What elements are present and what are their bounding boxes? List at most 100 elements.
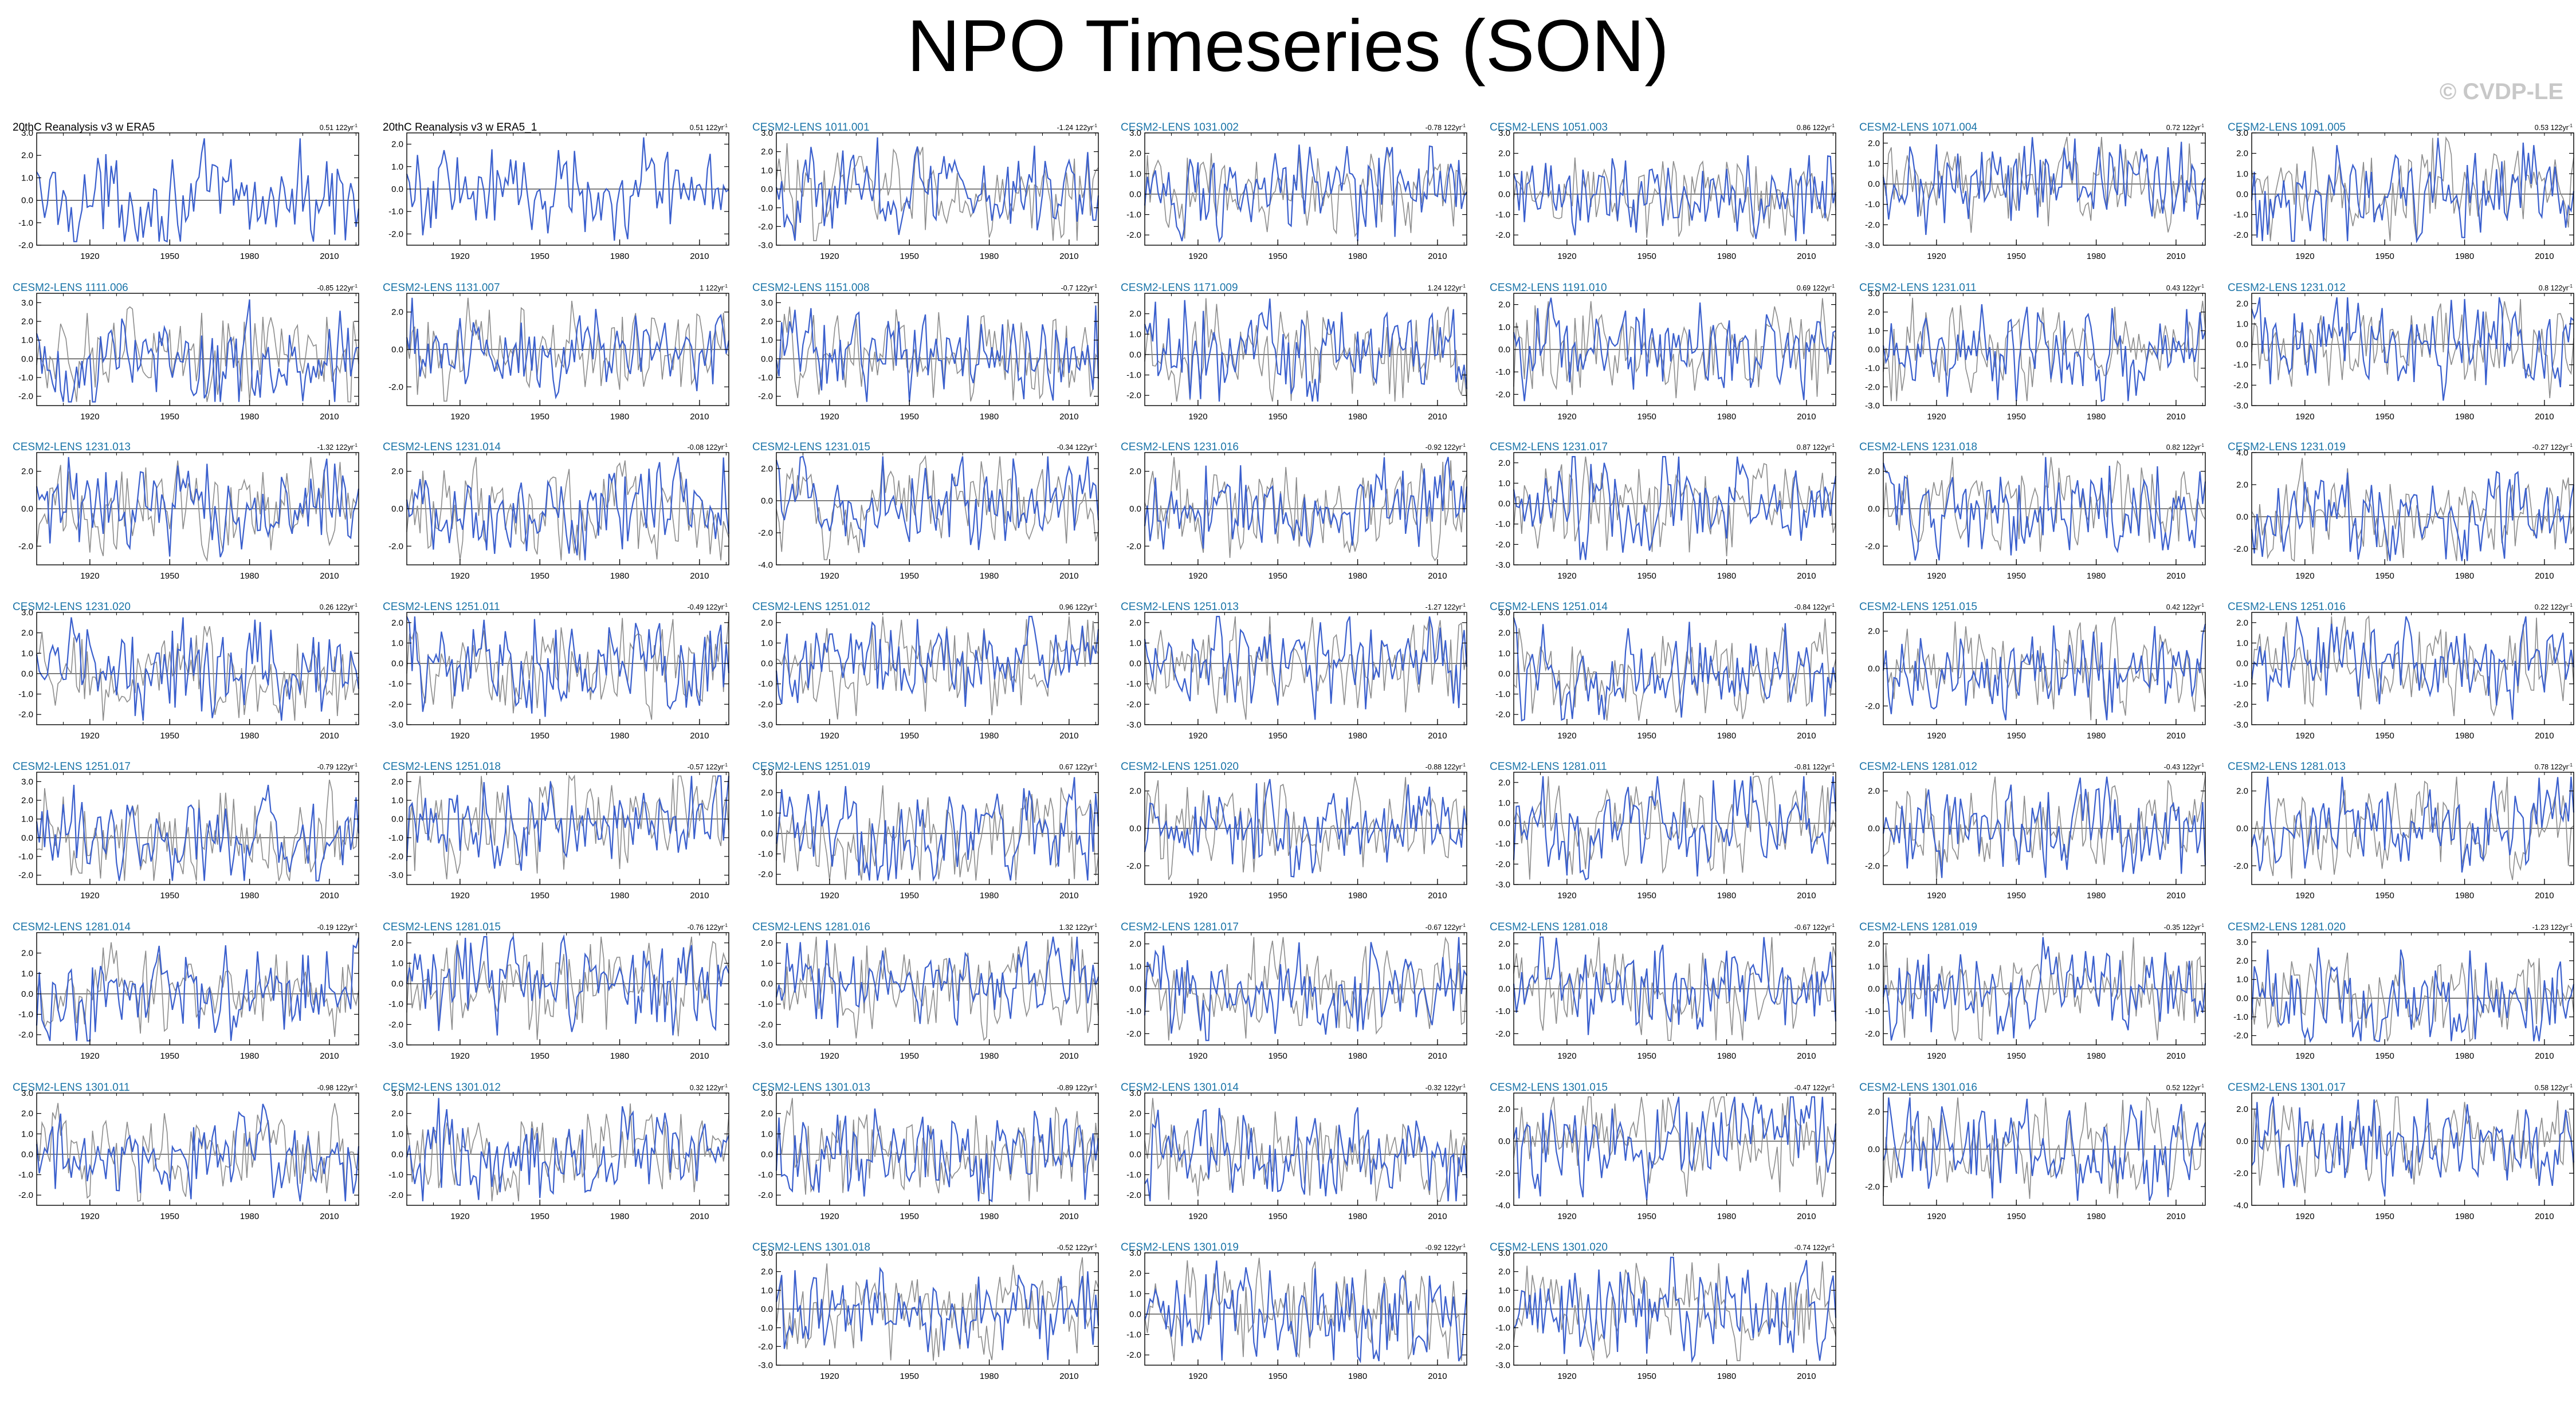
x-tick-label: 1920	[2295, 1051, 2314, 1061]
y-tick-label: -2.0	[2233, 1031, 2248, 1041]
panel-svg: CESM2-LENS 1151.008 -0.7 122yr-1 3.0 2.0 1.0…	[752, 282, 1099, 422]
x-tick-label: 1920	[1188, 1371, 1207, 1381]
y-tick-label: -3.0	[388, 1040, 403, 1050]
chart-panel: 20thC Reanalysis v3 w ERA5 0.51 122yr-1 3.…	[8, 119, 363, 275]
y-tick-label: 0.0	[761, 496, 773, 506]
x-tick-label: 1920	[450, 1051, 469, 1061]
chart-panel: CESM2-LENS 1281.019 -0.35 122yr-1 2.0 1.0 0.…	[1855, 919, 2210, 1075]
chart-panel: CESM2-LENS 1281.011 -0.81 122yr-1 2.0 1.0 0.…	[1485, 758, 1840, 914]
panel-title: CESM2-LENS 1251.019	[752, 761, 870, 773]
y-tick-label: -1.0	[1126, 1330, 1141, 1340]
x-tick-label: 1980	[980, 731, 999, 741]
member-series-line	[36, 937, 360, 1041]
panel-svg: CESM2-LENS 1091.005 0.53 122yr-1 3.0 2.0 1.0…	[2228, 121, 2575, 261]
panel-svg: CESM2-LENS 1301.018 -0.52 122yr-1 3.0 2.0 1.…	[752, 1241, 1099, 1381]
trend-label: -1.24 122yr-1	[1057, 123, 1098, 132]
x-tick-label: 1950	[531, 571, 549, 581]
obs-series-line	[1144, 936, 1467, 1041]
y-tick-label: -1.0	[1495, 210, 1510, 220]
x-tick-label: 1980	[610, 412, 629, 422]
trend-exponent: -1	[1093, 603, 1098, 608]
y-tick-label: 1.0	[21, 336, 33, 345]
y-tick-label: 0.0	[761, 829, 773, 839]
trend-label: -0.85 122yr-1	[317, 284, 358, 292]
chart-panel: CESM2-LENS 1171.009 1.24 122yr-1 2.0 1.0 0.0…	[1116, 280, 1471, 435]
panel-title: CESM2-LENS 1281.015	[383, 921, 501, 933]
plot-frame	[776, 772, 1099, 885]
member-series-line	[36, 617, 360, 721]
x-tick-label: 1920	[450, 731, 469, 741]
panel-svg: CESM2-LENS 1281.017 -0.67 122yr-1 2.0 1.0 0.…	[1121, 921, 1467, 1061]
y-tick-label: 1.0	[761, 166, 773, 175]
panel-title: CESM2-LENS 1301.019	[1121, 1241, 1239, 1253]
panel-title: CESM2-LENS 1251.016	[2228, 601, 2346, 613]
plot-frame	[2251, 452, 2574, 565]
y-tick-label: 2.0	[1129, 787, 1141, 796]
trend-label: 0.22 122yr-1	[2535, 603, 2573, 611]
y-tick-label: -2.0	[2233, 380, 2248, 390]
y-tick-label: 1.0	[1498, 478, 1510, 488]
panel-title: CESM2-LENS 1301.018	[752, 1241, 870, 1253]
y-tick-label: 0.0	[21, 354, 33, 364]
y-tick-label: 0.0	[391, 345, 403, 355]
y-tick-label: -4.0	[1495, 1201, 1510, 1210]
panel-title: CESM2-LENS 1011.001	[752, 121, 870, 133]
y-tick-label: 1.0	[2236, 638, 2248, 648]
x-tick-label: 1950	[2007, 1051, 2026, 1061]
y-tick-label: 3.0	[2236, 128, 2248, 138]
panel-svg: CESM2-LENS 1281.018 -0.67 122yr-1 2.0 1.0 0.…	[1490, 921, 1837, 1061]
y-tick-label: -2.0	[1126, 1029, 1141, 1039]
x-tick-label: 2010	[1059, 412, 1078, 422]
panel-svg: CESM2-LENS 1301.016 0.52 122yr-1 2.0 0.0 -2.…	[1859, 1082, 2206, 1221]
trend-label: -0.78 122yr-1	[1426, 123, 1466, 132]
panel-title: CESM2-LENS 1111.006	[13, 282, 128, 294]
panel-svg: CESM2-LENS 1281.020 -1.23 122yr-1 3.0 2.0 1.…	[2228, 921, 2575, 1061]
trend-label: 0.72 122yr-1	[2166, 123, 2205, 132]
x-tick-label: 1920	[450, 412, 469, 422]
x-tick-label: 2010	[1428, 891, 1447, 901]
plot-frame	[406, 612, 729, 725]
y-tick-label: 2.0	[1129, 940, 1141, 949]
y-tick-label: 0.0	[761, 184, 773, 194]
x-tick-label: 1950	[2375, 1051, 2394, 1061]
x-tick-label: 1980	[2455, 1051, 2474, 1061]
panel-title: CESM2-LENS 1251.011	[383, 601, 500, 613]
trend-exponent: -1	[1831, 443, 1835, 448]
panel-title: CESM2-LENS 1301.014	[1121, 1082, 1239, 1094]
obs-series-line	[1883, 616, 2206, 721]
y-tick-label: -1.0	[388, 1170, 403, 1180]
y-tick-label: 0.0	[1498, 499, 1510, 509]
member-series-line	[1513, 936, 1837, 1035]
x-tick-label: 1980	[1717, 1212, 1736, 1221]
trend-label: -0.32 122yr-1	[1426, 1083, 1466, 1092]
member-series-line	[1513, 617, 1837, 722]
chart-panel: CESM2-LENS 1301.019 -0.92 122yr-1 3.0 2.0 1.…	[1116, 1239, 1471, 1395]
panel-svg: CESM2-LENS 1231.013 -1.32 122yr-1 2.0 0.0 -2…	[13, 441, 360, 581]
x-tick-label: 1920	[450, 251, 469, 261]
plot-frame	[1513, 612, 1836, 725]
plot-frame	[2251, 1092, 2574, 1206]
chart-panel: CESM2-LENS 1251.017 -0.79 122yr-1 3.0 2.0 1.…	[8, 758, 363, 914]
x-tick-label: 1950	[160, 731, 179, 741]
trend-label: 1.24 122yr-1	[1428, 284, 1466, 292]
member-series-line	[36, 299, 359, 403]
member-series-line	[1513, 456, 1837, 560]
x-tick-label: 1980	[2087, 1212, 2106, 1221]
x-tick-label: 1950	[2375, 251, 2394, 261]
x-tick-label: 1950	[1638, 251, 1656, 261]
panel-svg: CESM2-LENS 1251.018 -0.57 122yr-1 2.0 1.0 0.…	[383, 761, 730, 901]
member-series-line	[36, 784, 360, 882]
y-tick-label: 2.0	[1498, 458, 1510, 468]
y-tick-label: -2.0	[758, 1020, 773, 1029]
panel-svg: CESM2-LENS 1251.013 -1.27 122yr-1 2.0 1.0 0.…	[1121, 601, 1468, 741]
member-series-line	[406, 1098, 730, 1201]
y-tick-label: 3.0	[1498, 608, 1510, 618]
chart-panel: CESM2-LENS 1131.007 1 122yr-1 2.0 0.0 -2.0 19…	[378, 280, 733, 435]
y-tick-label: 2.0	[2236, 480, 2248, 490]
member-series-line	[775, 1108, 1099, 1202]
x-tick-label: 2010	[2166, 731, 2185, 741]
y-tick-label: 1.0	[21, 173, 33, 183]
obs-series-line	[1883, 136, 2206, 233]
chart-panel: CESM2-LENS 1251.016 0.22 122yr-1 2.0 1.0 0.0…	[2223, 599, 2576, 754]
y-tick-label: -1.0	[1865, 200, 1880, 210]
